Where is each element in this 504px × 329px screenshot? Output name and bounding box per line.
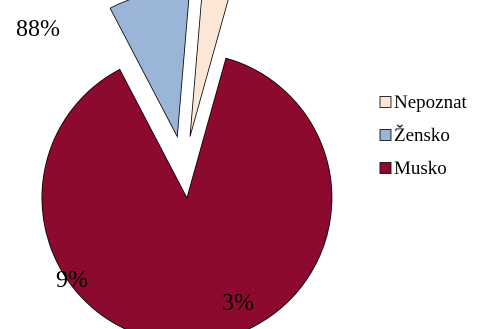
pie-slice-žensko <box>109 0 190 139</box>
data-label-musko: 88% <box>16 16 60 42</box>
legend-item-žensko: Žensko <box>379 124 450 146</box>
legend-item-musko: Musko <box>379 158 447 179</box>
pie-slices <box>41 0 333 329</box>
legend-label-nepoznat: Nepoznat <box>394 92 468 113</box>
data-label-nepoznat: 3% <box>222 290 254 316</box>
legend: Nepoznat Žensko Musko <box>379 92 468 179</box>
pie-slice-nepoznat <box>189 0 229 137</box>
pie-slice-musko <box>41 57 333 329</box>
legend-label-musko: Musko <box>394 158 447 179</box>
legend-swatch-nepoznat <box>379 96 392 108</box>
legend-swatch-musko <box>379 162 392 174</box>
pie-data-labels: 88% 9% 3% <box>16 16 254 316</box>
legend-item-nepoznat: Nepoznat <box>379 92 468 113</box>
legend-swatch-žensko <box>379 129 392 141</box>
data-label-žensko: 9% <box>56 267 88 293</box>
legend-label-žensko: Žensko <box>394 124 450 146</box>
